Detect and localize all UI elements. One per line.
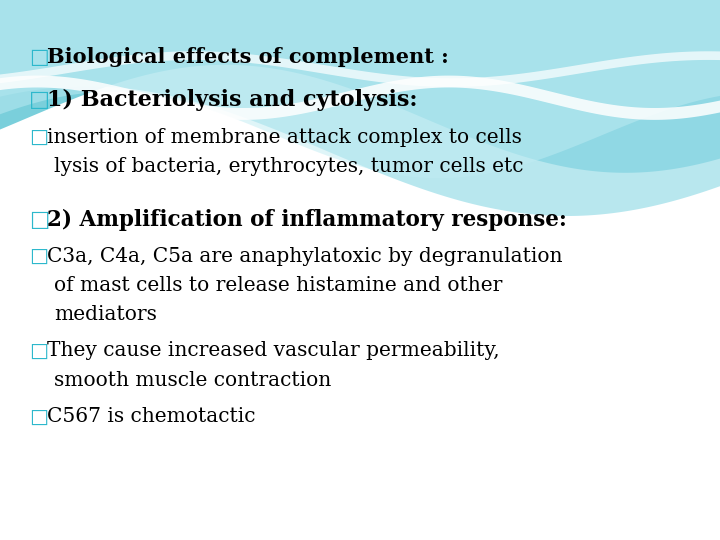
Text: of mast cells to release histamine and other: of mast cells to release histamine and o… (54, 275, 503, 295)
Text: □: □ (29, 247, 48, 266)
Text: C567 is chemotactic: C567 is chemotactic (47, 407, 256, 427)
Text: Biological effects of complement :: Biological effects of complement : (47, 46, 449, 67)
Text: smooth muscle contraction: smooth muscle contraction (54, 370, 331, 390)
Polygon shape (0, 0, 720, 216)
Text: mediators: mediators (54, 305, 157, 324)
Text: □: □ (29, 128, 48, 147)
Text: □: □ (29, 89, 50, 111)
Text: insertion of membrane attack complex to cells: insertion of membrane attack complex to … (47, 128, 522, 147)
Text: lysis of bacteria, erythrocytes, tumor cells etc: lysis of bacteria, erythrocytes, tumor c… (54, 157, 523, 176)
Text: They cause increased vascular permeability,: They cause increased vascular permeabili… (47, 341, 500, 361)
Polygon shape (0, 0, 720, 178)
Text: □: □ (29, 407, 48, 427)
Polygon shape (0, 51, 720, 87)
Polygon shape (0, 76, 720, 120)
Text: C3a, C4a, C5a are anaphylatoxic by degranulation: C3a, C4a, C5a are anaphylatoxic by degra… (47, 247, 562, 266)
Polygon shape (0, 0, 720, 173)
Text: □: □ (29, 341, 48, 361)
Text: □: □ (29, 46, 48, 67)
Text: □: □ (29, 210, 49, 231)
Text: 2) Amplification of inflammatory response:: 2) Amplification of inflammatory respons… (47, 210, 567, 231)
Text: 1) Bacteriolysis and cytolysis:: 1) Bacteriolysis and cytolysis: (47, 89, 418, 111)
